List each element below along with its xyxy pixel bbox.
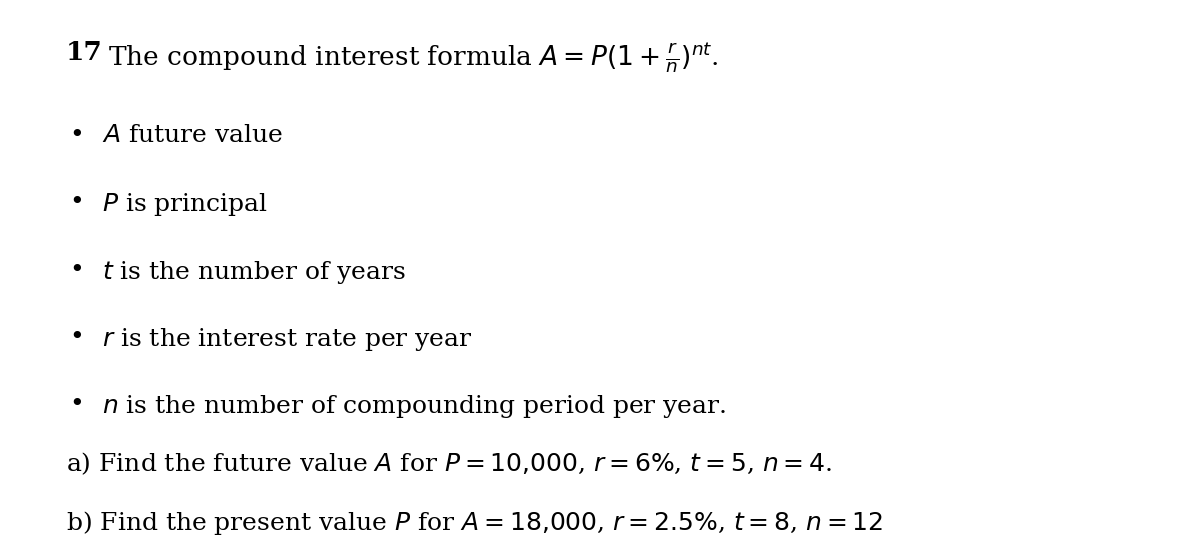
- Text: 17: 17: [66, 40, 103, 65]
- Text: $n$ is the number of compounding period per year.: $n$ is the number of compounding period …: [102, 393, 726, 420]
- Text: •: •: [70, 191, 84, 215]
- Text: •: •: [70, 259, 84, 282]
- Text: $r$ is the interest rate per year: $r$ is the interest rate per year: [102, 326, 473, 353]
- Text: •: •: [70, 393, 84, 417]
- Text: b) Find the present value $P$ for $A = 18{,}000$, $r = 2.5\%$, $t = 8$, $n = 12$: b) Find the present value $P$ for $A = 1…: [66, 509, 883, 537]
- Text: $A$ future value: $A$ future value: [102, 124, 283, 147]
- Text: •: •: [70, 326, 84, 349]
- Text: a) Find the future value $A$ for $P = 10{,}000$, $r = 6\%$, $t = 5$, $n = 4$.: a) Find the future value $A$ for $P = 10…: [66, 450, 833, 476]
- Text: •: •: [70, 124, 84, 147]
- Text: $P$ is principal: $P$ is principal: [102, 191, 268, 218]
- Text: The compound interest formula $A = P(1 + \frac{r}{n})^{nt}$.: The compound interest formula $A = P(1 +…: [100, 40, 719, 75]
- Text: $t$ is the number of years: $t$ is the number of years: [102, 259, 406, 286]
